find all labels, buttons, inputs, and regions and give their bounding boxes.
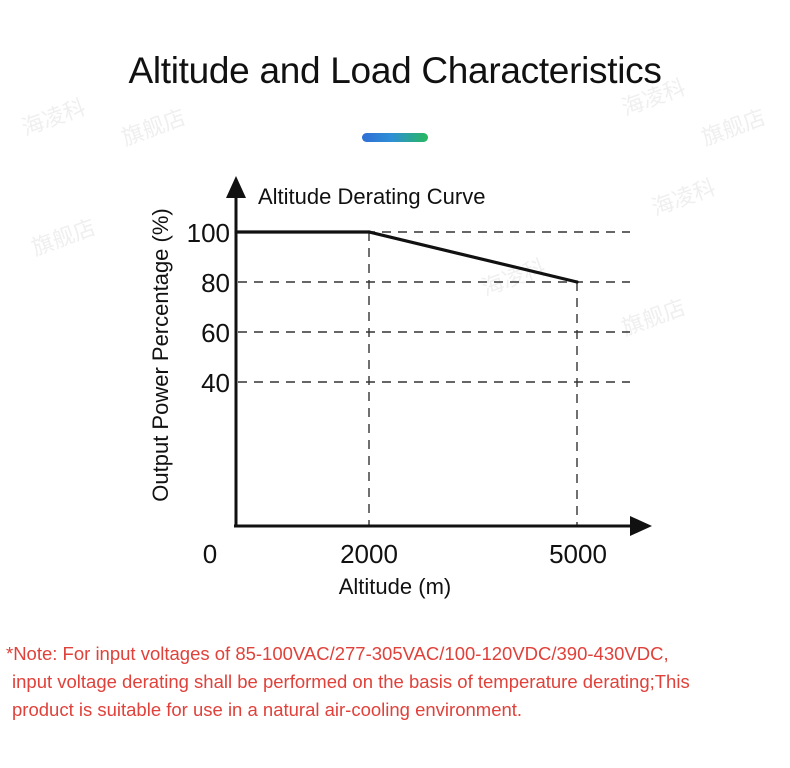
watermark-text: 海凌科 (18, 95, 90, 142)
x-tick-2000: 2000 (340, 539, 398, 569)
y-axis-label: Output Power Percentage (%) (148, 208, 173, 501)
note-line-2: input voltage derating shall be performe… (12, 671, 690, 692)
chart-axes (226, 176, 652, 536)
x-axis-arrow (630, 516, 652, 536)
y-axis-arrow (226, 176, 246, 198)
y-tick-60: 60 (201, 318, 230, 348)
x-tick-0: 0 (203, 539, 217, 569)
x-tick-5000: 5000 (549, 539, 607, 569)
note-line-3: product is suitable for use in a natural… (12, 699, 523, 720)
data-series (234, 230, 579, 284)
y-tick-80: 80 (201, 268, 230, 298)
tick-labels: 100 80 60 40 0 2000 5000 (187, 218, 607, 569)
data-point-2000 (367, 230, 371, 234)
chart-title: Altitude Derating Curve (258, 184, 485, 209)
y-tick-40: 40 (201, 368, 230, 398)
note-line-1: *Note: For input voltages of 85-100VAC/2… (6, 643, 669, 664)
derating-note: *Note: For input voltages of 85-100VAC/2… (6, 640, 786, 724)
watermark-text: 旗舰店 (118, 105, 190, 152)
data-point-0 (234, 230, 238, 234)
altitude-derating-chart: 100 80 60 40 0 2000 5000 Altitude Derating Cur… (148, 176, 652, 599)
x-axis-label: Altitude (m) (339, 574, 451, 599)
y-tick-100: 100 (187, 218, 230, 248)
data-point-5000 (575, 280, 579, 284)
watermark-text: 旗舰店 (698, 105, 770, 152)
series-line (236, 230, 578, 284)
page-title: Altitude and Load Characteristics (128, 50, 662, 91)
grid-lines (238, 231, 630, 526)
title-accent-bar (362, 133, 428, 142)
